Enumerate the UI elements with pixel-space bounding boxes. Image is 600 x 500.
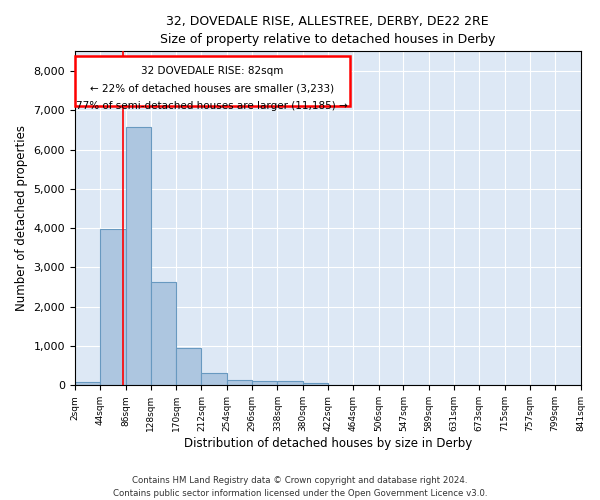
X-axis label: Distribution of detached houses by size in Derby: Distribution of detached houses by size … [184,437,472,450]
Text: 77% of semi-detached houses are larger (11,185) →: 77% of semi-detached houses are larger (… [76,102,348,112]
Bar [252,380,277,386]
Bar [227,380,252,386]
Bar [75,382,100,386]
Bar [151,282,176,386]
Title: 32, DOVEDALE RISE, ALLESTREE, DERBY, DE22 2RE
Size of property relative to detac: 32, DOVEDALE RISE, ALLESTREE, DERBY, DE2… [160,15,496,46]
Bar [75,56,350,106]
Bar [202,373,227,386]
Bar [302,382,328,386]
Bar [277,382,302,386]
Y-axis label: Number of detached properties: Number of detached properties [15,126,28,312]
Bar [176,348,202,386]
Text: Contains HM Land Registry data © Crown copyright and database right 2024.
Contai: Contains HM Land Registry data © Crown c… [113,476,487,498]
Bar [100,228,125,386]
Text: 32 DOVEDALE RISE: 82sqm: 32 DOVEDALE RISE: 82sqm [141,66,283,76]
Bar [125,127,151,386]
Text: ← 22% of detached houses are smaller (3,233): ← 22% of detached houses are smaller (3,… [90,84,334,94]
